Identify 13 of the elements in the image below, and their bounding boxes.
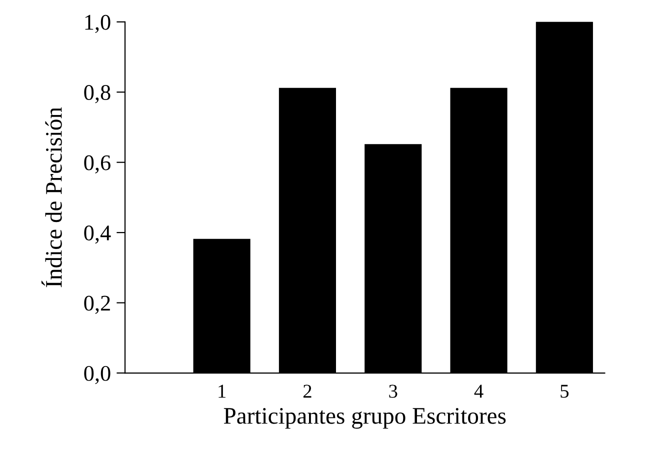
y-tick-label: 0,4 bbox=[84, 225, 111, 244]
x-tick-label: 1 bbox=[218, 384, 226, 398]
y-axis-title: Índice de Precisión bbox=[41, 107, 62, 288]
y-tick-label: 0,2 bbox=[84, 296, 110, 314]
y-tick-label: 0,6 bbox=[84, 155, 110, 174]
x-tick-label: 5 bbox=[560, 384, 569, 398]
y-tick-label: 0,8 bbox=[84, 85, 110, 104]
x-tick-label: 2 bbox=[303, 384, 312, 398]
x-tick-label: 4 bbox=[474, 384, 484, 398]
y-tick-label: 0,0 bbox=[84, 366, 110, 384]
y-tick-label: 1,0 bbox=[85, 14, 110, 34]
x-axis-title: Participantes grupo Escritores bbox=[224, 408, 506, 429]
x-tick-label: 3 bbox=[389, 384, 398, 398]
